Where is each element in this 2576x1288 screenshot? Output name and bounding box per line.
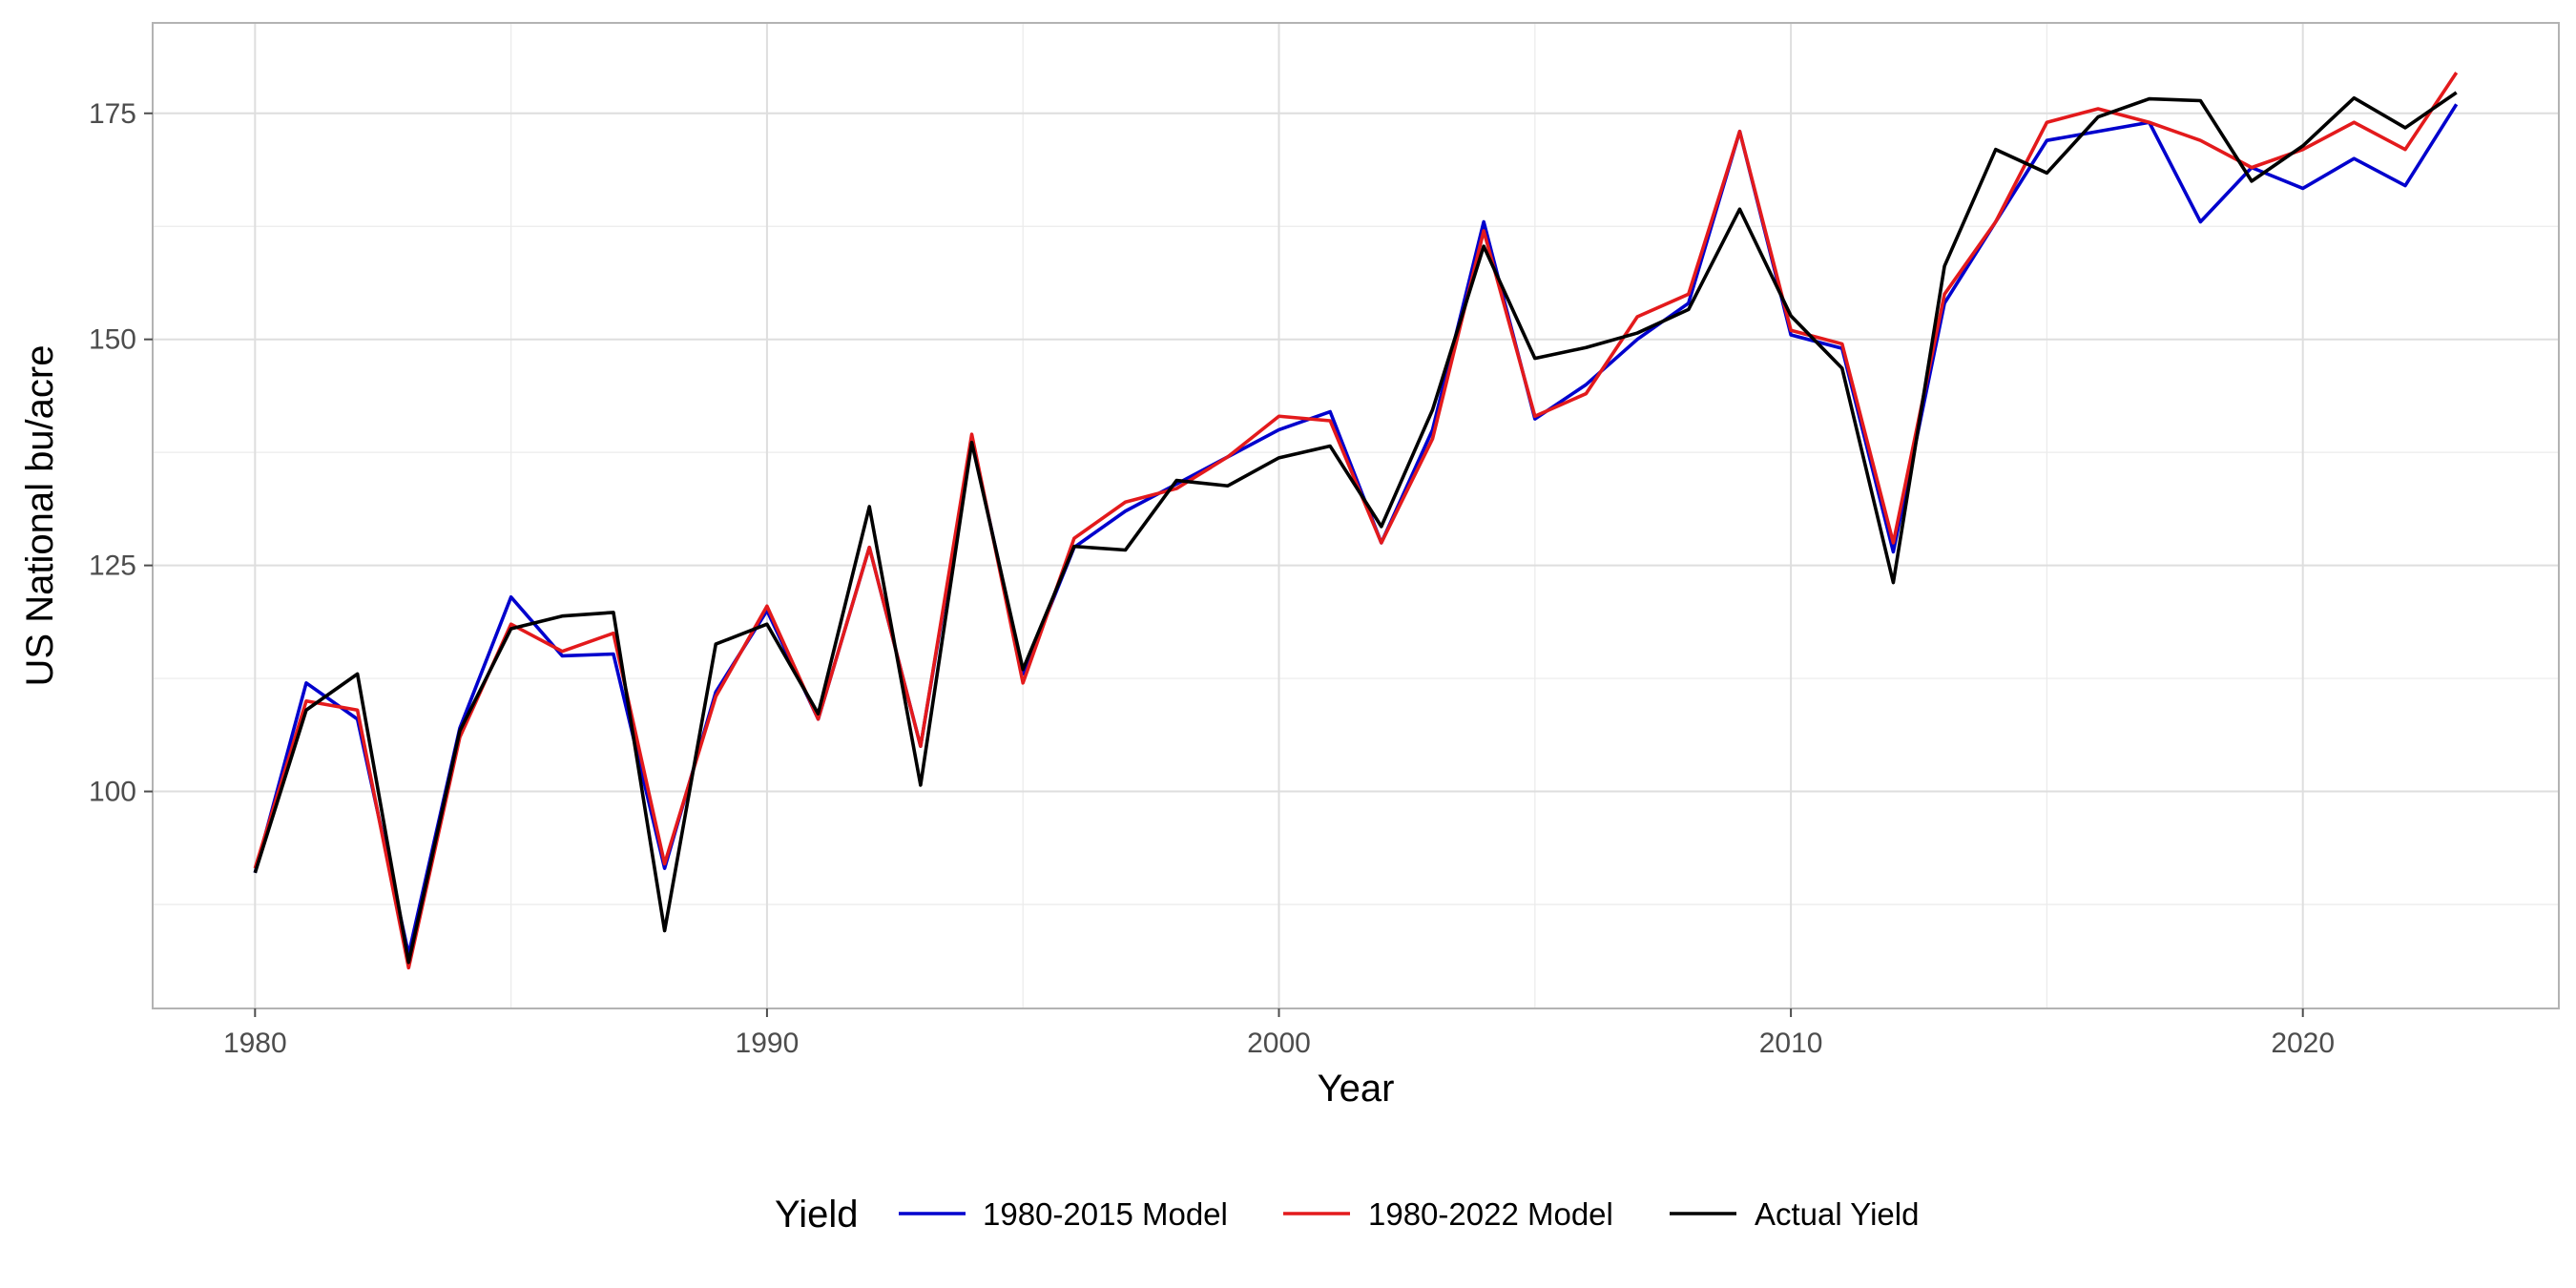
legend-title: Yield <box>775 1194 858 1236</box>
y-tick-label: 125 <box>89 551 136 582</box>
plot-panel-border <box>152 22 2560 1009</box>
series-line-2 <box>253 72 2459 970</box>
x-axis-title: Year <box>1318 1068 1395 1110</box>
x-axis-ticks: 1980 1990 2000 2010 2020 <box>223 1008 2335 1059</box>
y-tick-label: 100 <box>89 777 136 808</box>
x-tick-label: 2020 <box>2271 1028 2335 1059</box>
y-tick-label: 175 <box>89 98 136 130</box>
series-line-3 <box>253 91 2458 965</box>
series-line-1 <box>253 103 2459 956</box>
legend: Yield 1980-2015 Model 1980-2022 Model Actu… <box>775 1194 1919 1236</box>
y-axis-ticks: 100 125 150 175 <box>89 98 153 808</box>
x-tick-label: 2010 <box>1759 1028 1823 1059</box>
x-tick-label: 1990 <box>736 1028 800 1059</box>
y-tick-label: 150 <box>89 324 136 356</box>
x-tick-label: 2000 <box>1247 1028 1311 1059</box>
series-layer <box>253 72 2459 970</box>
legend-label-2: 1980-2022 Model <box>1368 1196 1613 1232</box>
major-gridlines <box>153 23 2559 1008</box>
legend-label-3: Actual Yield <box>1755 1196 1919 1232</box>
y-axis-title: US National bu/acre <box>19 345 61 687</box>
x-tick-label: 1980 <box>223 1028 287 1059</box>
minor-gridlines <box>153 23 2560 1008</box>
legend-label-1: 1980-2015 Model <box>983 1196 1228 1232</box>
